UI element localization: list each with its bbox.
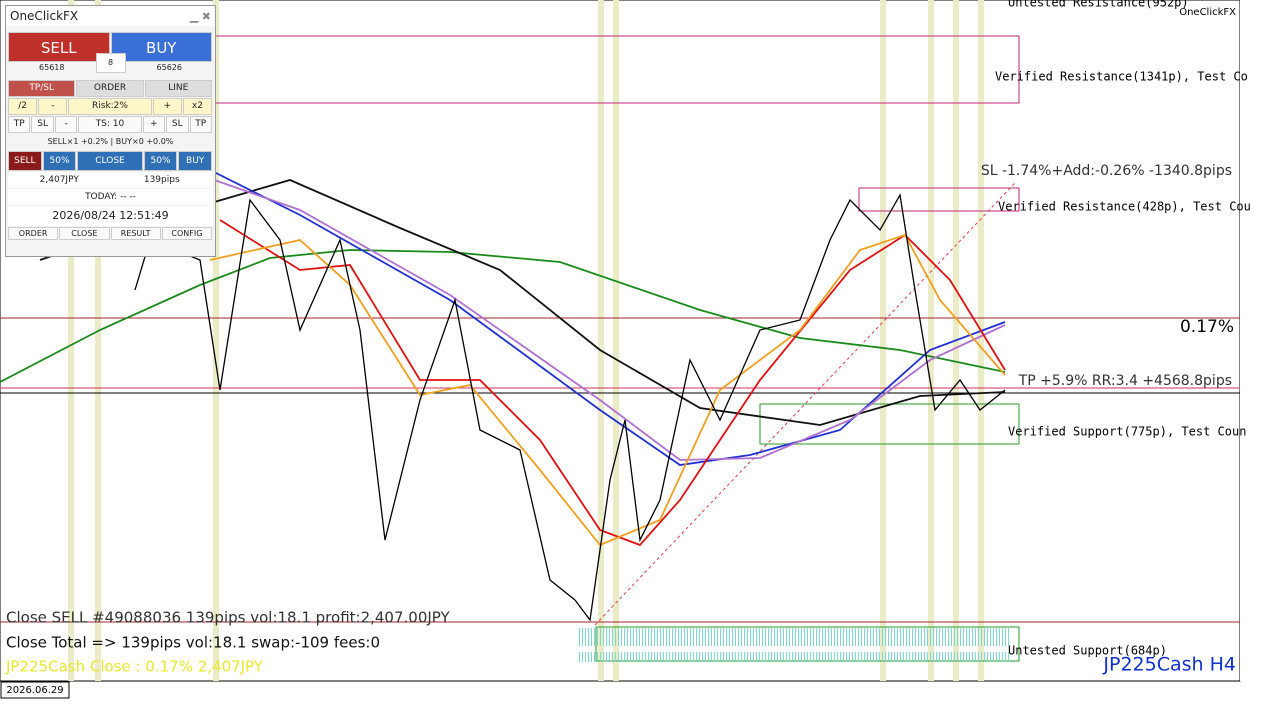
ts-control[interactable]: TP — [189, 116, 212, 133]
trade-panel: OneClickFX ▁ ✖ SELL BUY 65618 8 65626 TP/… — [5, 5, 216, 257]
datetime: 2026/08/24 12:51:49 — [8, 206, 213, 226]
risk-control[interactable]: x2 — [182, 98, 212, 115]
risk-control[interactable]: Risk:2% — [68, 98, 152, 115]
price-axis — [1240, 0, 1280, 681]
zone-label: Untested Resistance(952p) — [1008, 0, 1189, 10]
date-box-label: 2026.06.29 — [6, 685, 63, 696]
ts-control[interactable]: TP — [8, 116, 31, 133]
ts-control[interactable]: + — [142, 116, 166, 133]
sell-button[interactable]: SELL — [8, 32, 110, 62]
moving-averages — [0, 169, 1006, 547]
ts-control[interactable]: TS: 10 — [78, 116, 142, 133]
panel-header: OneClickFX ▁ ✖ — [6, 6, 215, 26]
spread: 8 — [95, 53, 126, 73]
profit: 2,407JPY — [39, 175, 79, 185]
panel-button[interactable]: CLOSE — [59, 227, 110, 240]
today: TODAY: -- -- — [8, 189, 213, 205]
log-line: Close Total => 139pips vol:18.1 swap:-10… — [6, 634, 380, 652]
zone-box — [858, 187, 1020, 212]
zone-label: Verified Resistance(428p), Test Cou — [998, 200, 1251, 214]
buy-price: 65626 — [156, 63, 182, 72]
symbol: JP225Cash H4 — [1102, 654, 1236, 676]
close-control[interactable]: BUY — [178, 151, 213, 171]
tab[interactable]: LINE — [144, 80, 212, 97]
panel-button[interactable]: RESULT — [110, 227, 161, 240]
tp-label: TP +5.9% RR:3.4 +4568.8pips — [1018, 373, 1232, 389]
pct-label: 0.17% — [1180, 317, 1234, 337]
window-controls[interactable]: ▁ ✖ — [189, 9, 211, 23]
buy-button[interactable]: BUY — [110, 32, 212, 62]
close-control[interactable]: SELL — [8, 151, 42, 171]
sl-label: SL -1.74%+Add:-0.26% -1340.8pips — [981, 163, 1232, 179]
log-line: JP225Cash Close : 0.17% 2,407JPY — [5, 658, 264, 676]
log-line: Close SELL #49088036 139pips vol:18.1 pr… — [6, 609, 451, 627]
panel-title: OneClickFX — [10, 9, 79, 23]
zone-label: Verified Support(775p), Test Coun — [1008, 425, 1246, 439]
close-control[interactable]: 50% — [42, 151, 77, 171]
panel-button[interactable]: CONFIG — [161, 227, 212, 240]
price — [134, 193, 1006, 622]
ts-control[interactable]: - — [54, 116, 78, 133]
risk-control[interactable]: + — [152, 98, 182, 115]
panel-button[interactable]: ORDER — [8, 227, 59, 240]
close-control[interactable]: CLOSE — [77, 151, 143, 171]
tab[interactable]: ORDER — [76, 80, 144, 97]
sell-price: 65618 — [39, 63, 65, 72]
positions: SELL×1 +0.2% | BUY×0 +0.0% — [47, 137, 174, 146]
zone-label: Untested Support(684p) — [1008, 644, 1167, 658]
tab[interactable]: TP/SL — [8, 80, 76, 97]
date-box — [0, 681, 70, 699]
ts-control[interactable]: SL — [31, 116, 54, 133]
volume — [578, 628, 1010, 662]
pips: 139pips — [143, 175, 180, 185]
risk-control[interactable]: /2 — [8, 98, 38, 115]
close-control[interactable]: 50% — [143, 151, 178, 171]
zone-label: Verified Resistance(1341p), Test Co — [995, 70, 1248, 84]
risk-control[interactable]: - — [38, 98, 68, 115]
ts-control[interactable]: SL — [166, 116, 189, 133]
brand: OneClickFX — [1179, 7, 1236, 18]
